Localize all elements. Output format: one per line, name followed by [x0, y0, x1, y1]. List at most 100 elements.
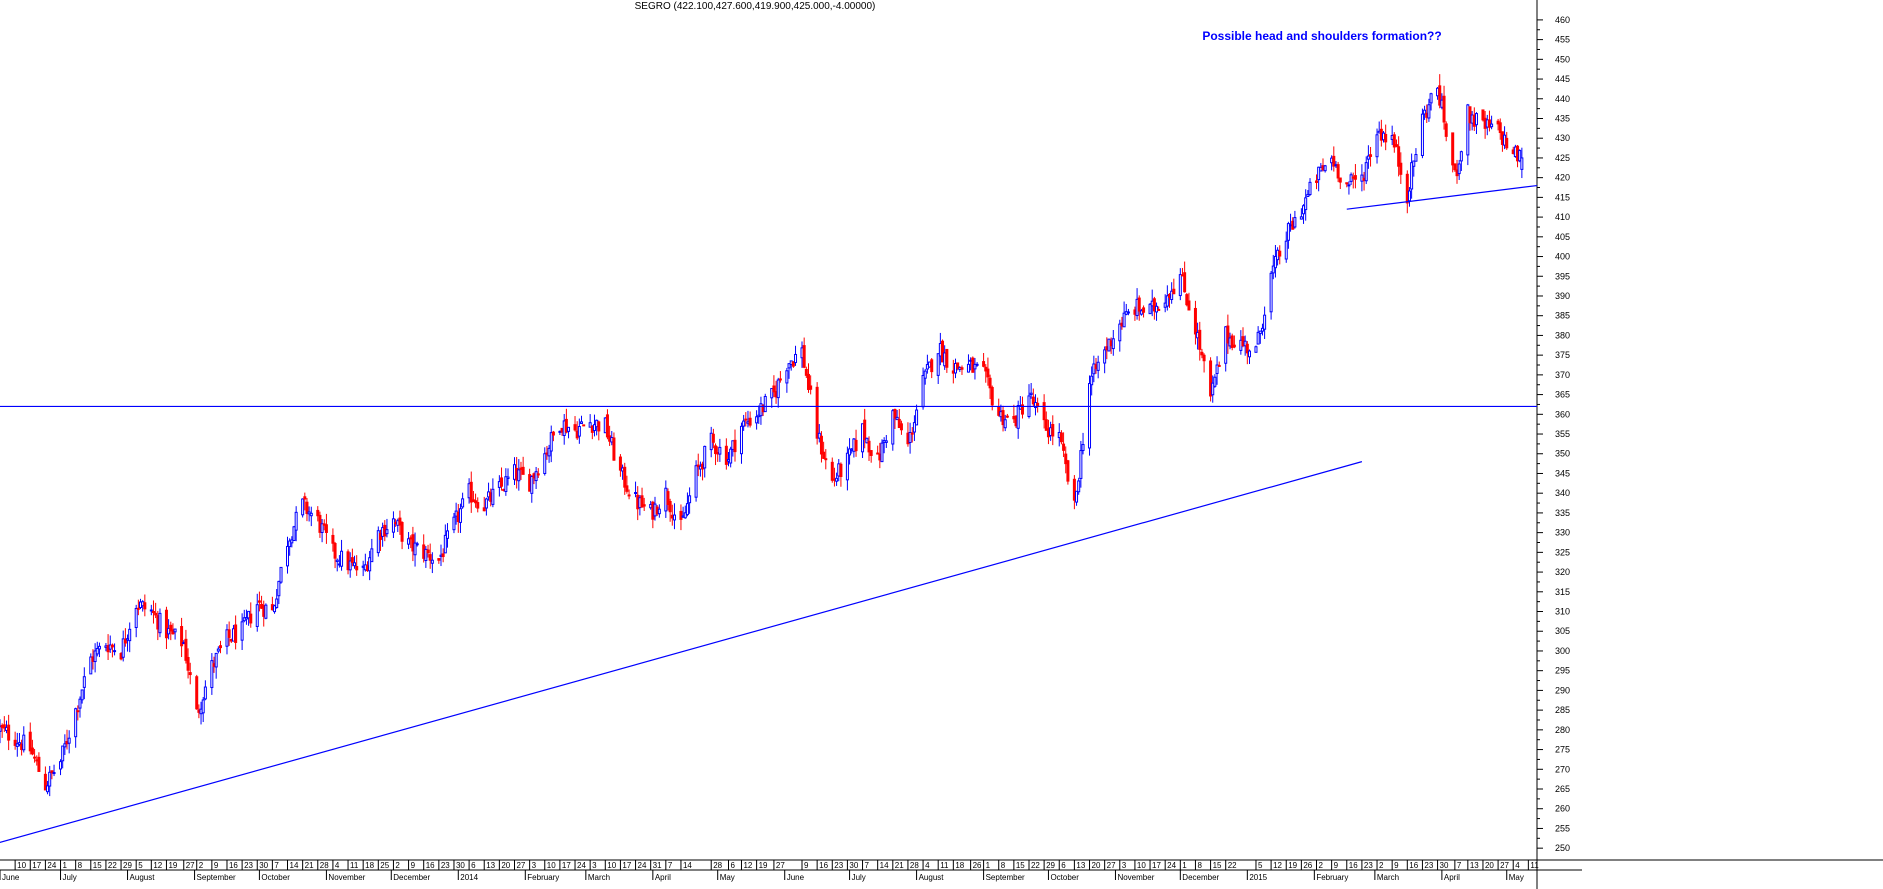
x-day-label: 27	[186, 861, 195, 870]
candle	[89, 653, 93, 675]
candle	[1202, 353, 1206, 373]
candle	[348, 552, 352, 578]
candle	[452, 512, 456, 534]
candle	[668, 498, 672, 522]
x-day-label: 6	[471, 861, 476, 870]
candle	[407, 532, 411, 550]
candle	[923, 368, 927, 385]
candle	[113, 643, 117, 656]
x-day-label: 26	[1303, 861, 1312, 870]
y-tick-label: 400	[1555, 252, 1570, 262]
candle	[22, 726, 26, 753]
y-tick-label: 375	[1555, 350, 1570, 360]
candle	[910, 427, 914, 443]
candle	[1183, 261, 1187, 293]
candle	[331, 528, 335, 552]
candle	[551, 430, 555, 442]
candle	[685, 492, 689, 517]
x-day-label: 16	[426, 861, 435, 870]
x-day-label: 3	[532, 861, 537, 870]
candle	[835, 472, 839, 486]
candle	[1284, 231, 1288, 263]
x-day-label: 6	[731, 861, 736, 870]
candle	[1137, 295, 1141, 321]
candle	[694, 460, 698, 502]
candle	[441, 548, 445, 563]
y-tick-label: 425	[1555, 153, 1570, 163]
x-day-label: 13	[1470, 861, 1479, 870]
candle	[876, 445, 880, 455]
y-tick-label: 350	[1555, 449, 1570, 459]
candle	[1405, 170, 1409, 214]
candle	[536, 468, 540, 478]
candle	[398, 510, 402, 535]
candle	[33, 748, 37, 763]
candle	[517, 459, 521, 491]
x-month-label: July	[63, 873, 77, 882]
candle	[1397, 136, 1401, 177]
x-day-label: 27	[516, 861, 525, 870]
x-day-label: 13	[486, 861, 495, 870]
candle	[1051, 415, 1055, 446]
candle	[778, 371, 782, 383]
candle	[895, 409, 899, 421]
candle	[1453, 163, 1457, 172]
candle	[1245, 341, 1249, 365]
x-month-label: 2014	[460, 873, 478, 882]
x-day-label: 17	[622, 861, 631, 870]
candle	[286, 536, 290, 574]
x-day-label: 1	[63, 861, 68, 870]
x-month-label: May	[1509, 873, 1524, 882]
x-day-label: 28	[713, 861, 722, 870]
x-day-label: 25	[380, 861, 389, 870]
candle	[1059, 430, 1063, 445]
x-day-label: 12	[1273, 861, 1282, 870]
candle	[982, 352, 986, 368]
candle	[74, 707, 78, 748]
candle	[597, 420, 601, 441]
x-day-label: 30	[1440, 861, 1449, 870]
x-day-label: 28	[320, 861, 329, 870]
candle	[37, 752, 41, 772]
candle	[787, 363, 791, 379]
candle	[880, 439, 884, 463]
candle	[309, 506, 313, 527]
candle	[815, 382, 819, 445]
candle	[1215, 356, 1219, 385]
y-tick-label: 285	[1555, 705, 1570, 715]
x-day-label: 21	[305, 861, 314, 870]
candle	[136, 599, 140, 616]
candle	[1518, 149, 1522, 163]
candle	[564, 408, 568, 434]
candle	[430, 552, 434, 574]
candle	[612, 432, 616, 461]
candle	[547, 444, 551, 463]
candle	[819, 431, 823, 463]
candle	[1077, 477, 1081, 495]
candle	[93, 643, 97, 673]
candle	[956, 362, 960, 371]
candle	[1232, 335, 1236, 349]
candle	[1243, 335, 1247, 356]
candle	[1345, 182, 1349, 188]
candle	[802, 337, 806, 369]
x-month-label: 2015	[1249, 873, 1267, 882]
candle	[169, 621, 173, 641]
candle	[869, 450, 873, 463]
y-tick-label: 275	[1555, 745, 1570, 755]
candle	[500, 467, 504, 491]
candle	[290, 536, 294, 548]
candle	[50, 770, 54, 780]
candle	[1031, 388, 1035, 407]
candle	[549, 425, 553, 463]
x-day-label: 16	[1349, 861, 1358, 870]
candle	[324, 513, 328, 544]
x-day-label: 28	[910, 861, 919, 870]
candle	[97, 642, 101, 658]
x-day-label: 18	[365, 861, 374, 870]
candle	[1375, 128, 1379, 164]
candle	[43, 766, 47, 791]
x-day-label: 8	[1197, 861, 1202, 870]
candle	[1178, 268, 1182, 301]
candle	[543, 447, 547, 476]
